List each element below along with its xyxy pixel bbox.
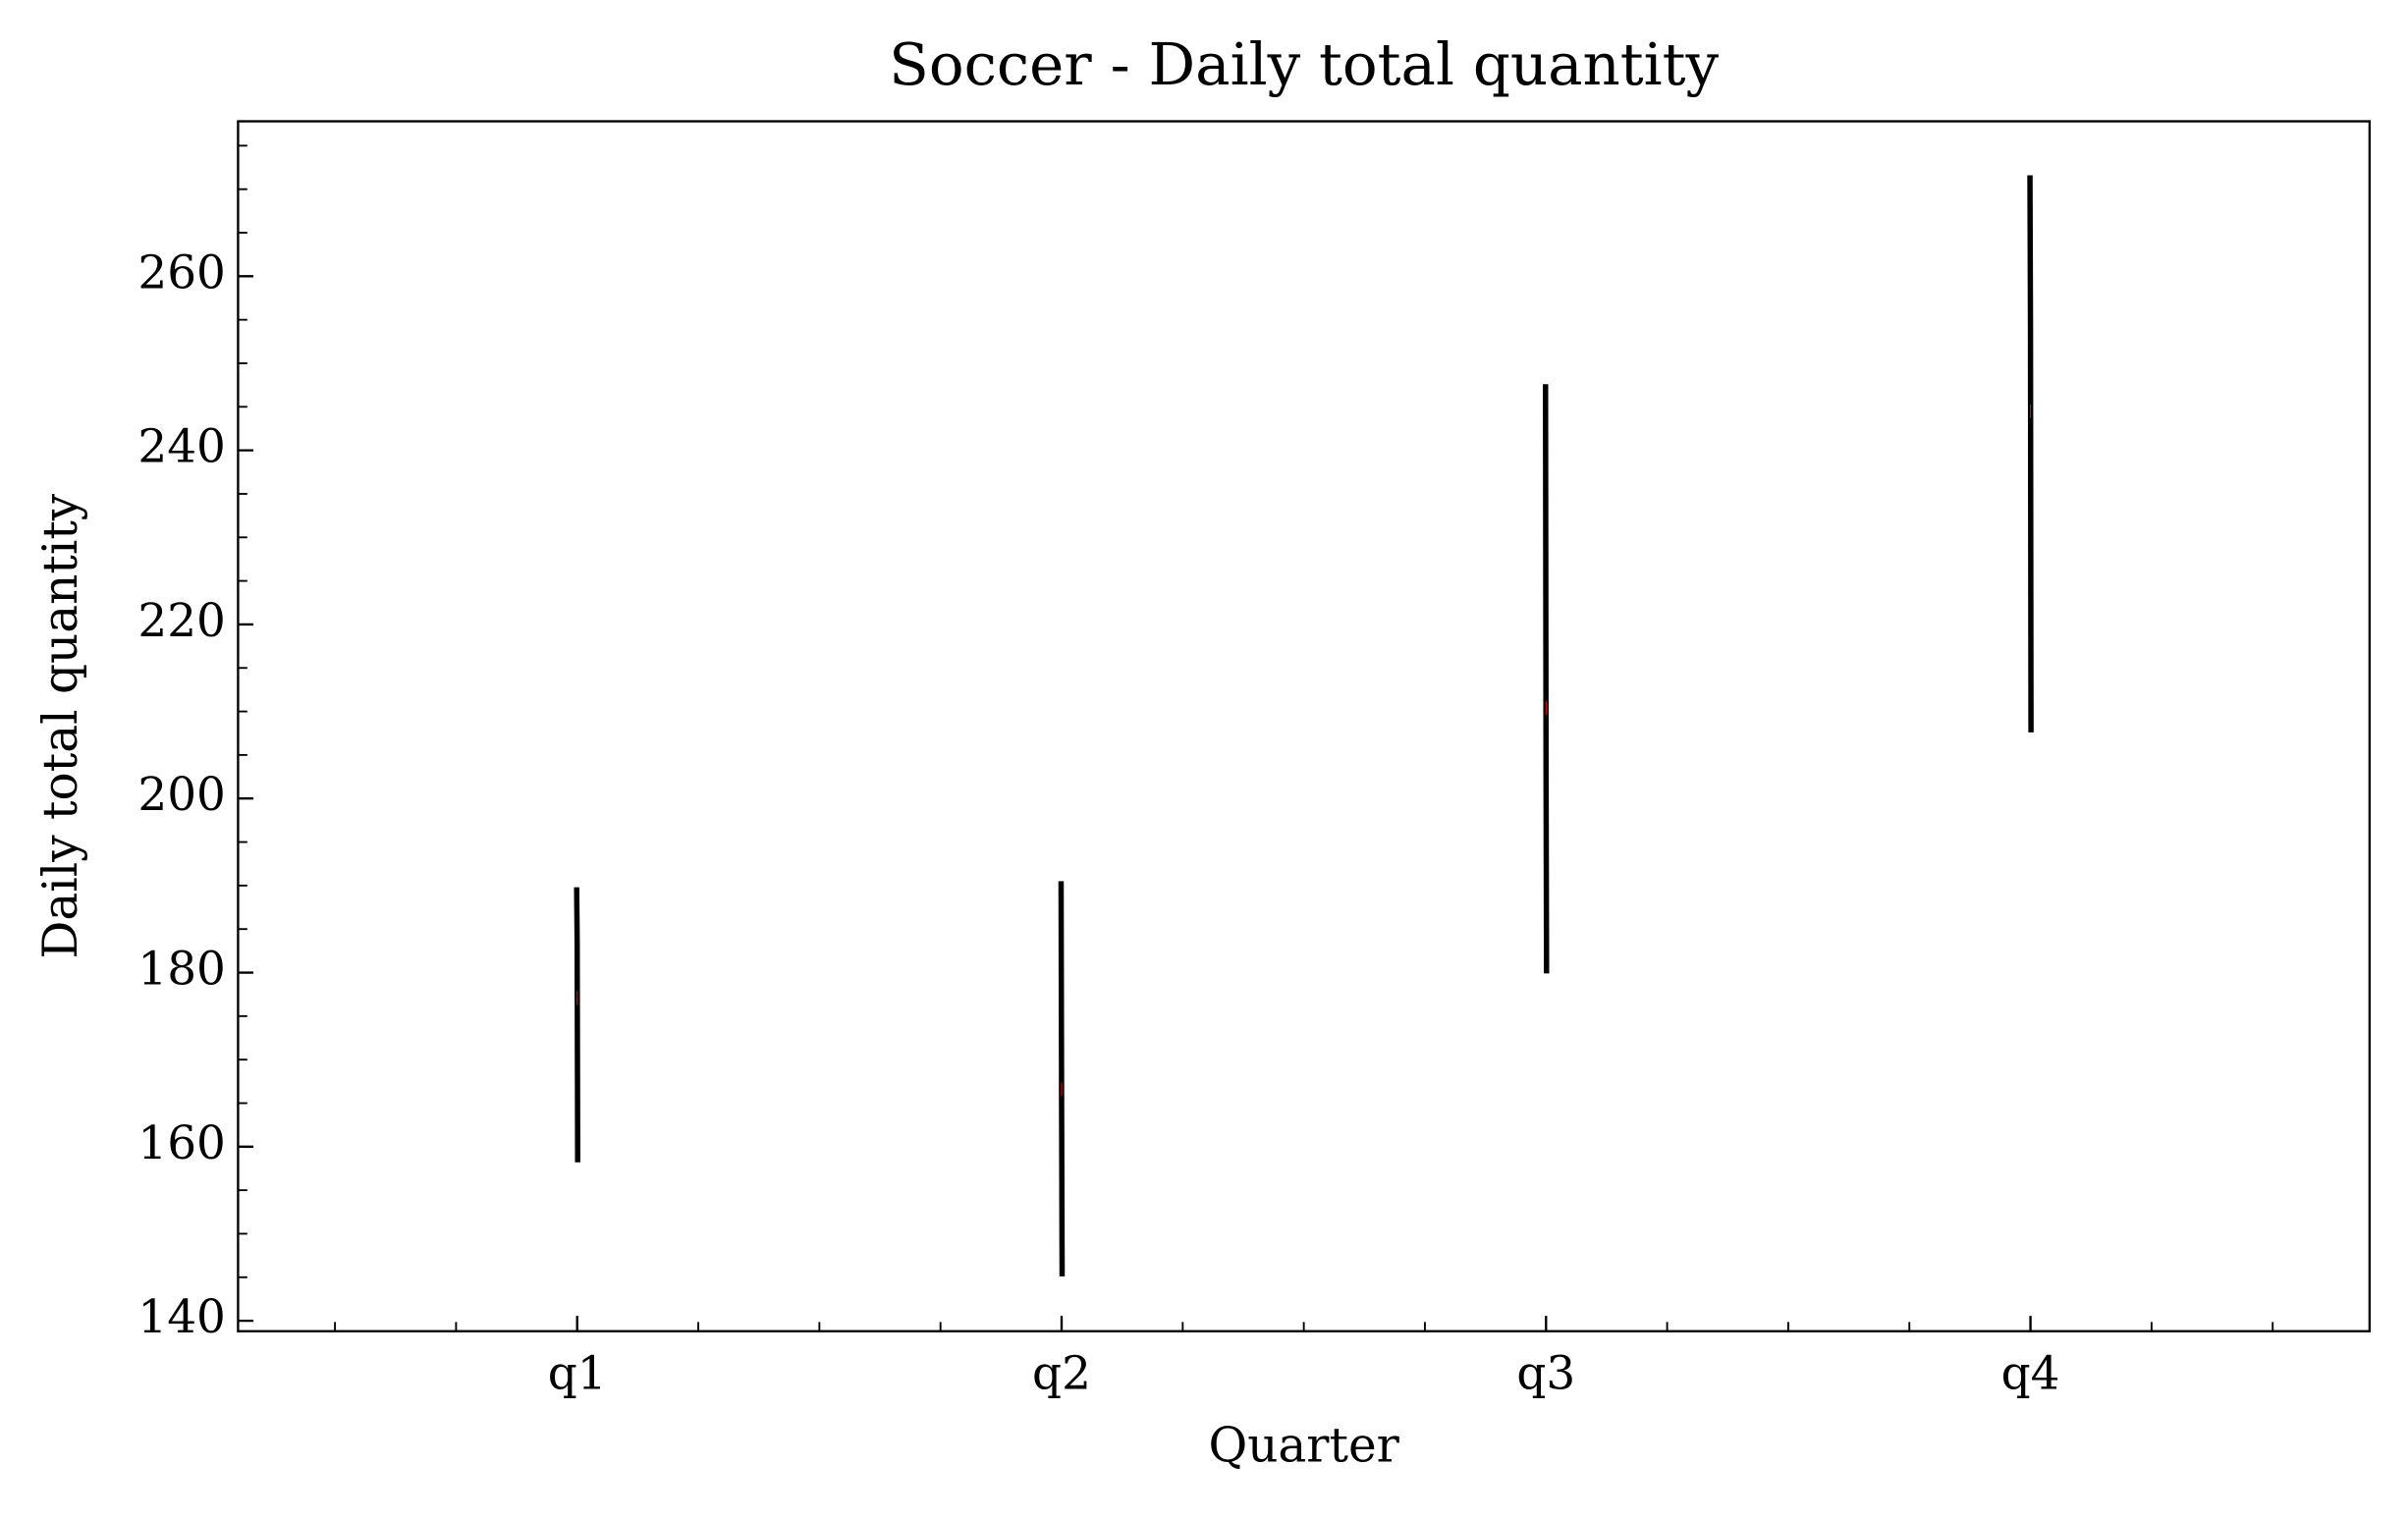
y-tick-label: 240	[137, 420, 226, 474]
y-tick-label: 160	[137, 1116, 226, 1170]
plot-frame	[237, 120, 2372, 1332]
y-tick-label: 140	[137, 1290, 226, 1344]
subseries-line	[1058, 881, 1066, 1276]
x-tick-label: q3	[1516, 1347, 1575, 1401]
x-axis-label: Quarter	[1208, 1419, 1399, 1474]
subseries-line	[1543, 384, 1550, 974]
y-tick-label: 180	[137, 943, 226, 997]
subseries-line	[574, 887, 580, 1163]
y-tick-label: 200	[137, 768, 226, 822]
x-tick-label: q1	[548, 1347, 607, 1401]
chart-title: Soccer - Daily total quantity	[889, 31, 1719, 99]
x-tick-label: q4	[2001, 1347, 2060, 1401]
subseries-line	[2027, 175, 2034, 732]
y-tick-label: 220	[137, 594, 226, 648]
y-axis-label: Daily total quantity	[33, 493, 88, 958]
x-tick-label: q2	[1032, 1347, 1091, 1401]
y-tick-label: 260	[137, 245, 226, 299]
